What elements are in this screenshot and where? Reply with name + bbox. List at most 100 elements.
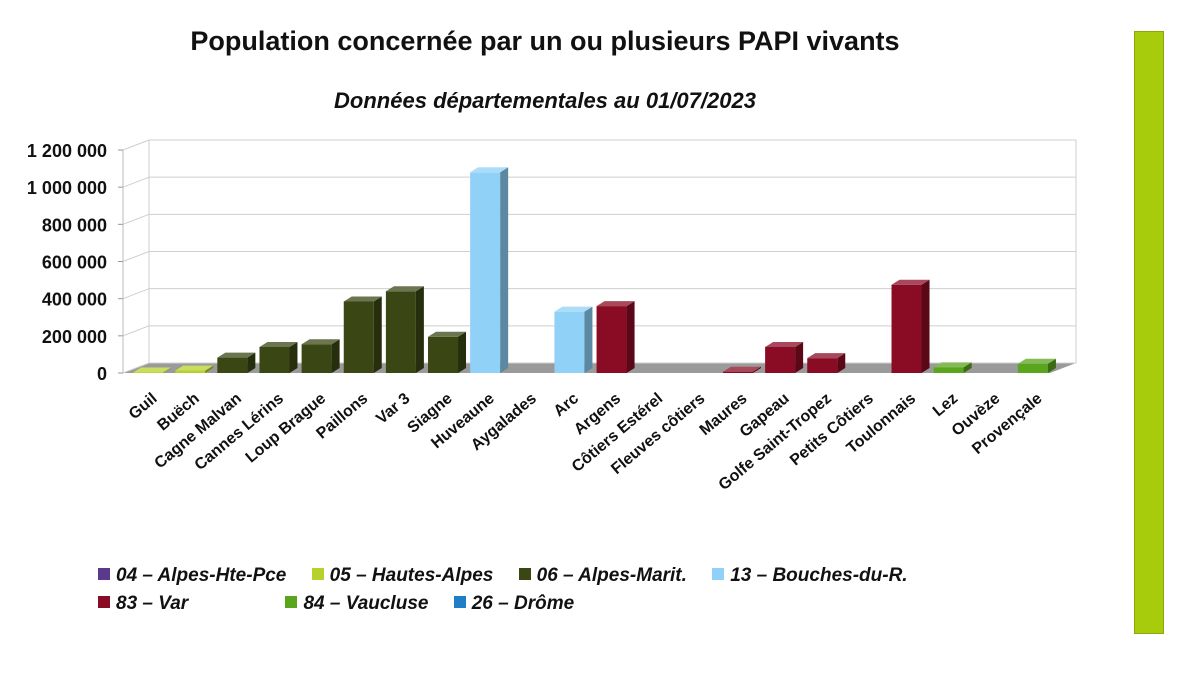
bar-top xyxy=(596,301,635,307)
bar-top xyxy=(807,353,846,359)
legend-label: 13 – Bouches-du-R. xyxy=(730,565,908,586)
bar-side xyxy=(584,306,593,373)
chart-subtitle: Données départementales au 01/07/2023 xyxy=(334,88,756,113)
gridline-depth xyxy=(122,325,150,337)
bar-front xyxy=(933,367,964,373)
bar-proven-ale xyxy=(1017,358,1056,373)
legend-item-26: 26 – Drôme xyxy=(453,593,575,615)
legend-swatch xyxy=(311,568,324,580)
x-tick-label: Guil xyxy=(126,390,161,423)
gridline-depth xyxy=(122,362,150,374)
decorative-accent-bar xyxy=(1134,31,1164,634)
legend-item-05: 05 – Hautes-Alpes xyxy=(311,565,494,587)
legend-label: 26 – Drôme xyxy=(471,593,575,614)
gridline-depth xyxy=(122,213,150,225)
bar-side xyxy=(163,367,172,373)
bar-front xyxy=(470,172,501,373)
y-tick-label: 400 000 xyxy=(42,290,107,310)
gridline-depth xyxy=(122,288,150,300)
bar-front xyxy=(175,370,206,373)
bar-top xyxy=(343,296,382,302)
bar-top xyxy=(259,341,298,347)
legend-item-04: 04 – Alpes-Hte-Pce xyxy=(98,565,286,587)
bar-golfe-saint-tropez xyxy=(807,353,846,373)
bar-top xyxy=(301,339,340,345)
legend-swatch xyxy=(98,596,110,608)
legend-item-06: 06 – Alpes-Marit. xyxy=(518,565,687,587)
bar-top xyxy=(133,367,172,373)
bar-side xyxy=(247,352,256,373)
legend-swatch xyxy=(712,568,725,580)
legend-label: 05 – Hautes-Alpes xyxy=(329,565,494,586)
bar-front xyxy=(259,346,290,373)
bar-front xyxy=(133,372,164,373)
x-tick-label: Lez xyxy=(930,390,961,420)
bar-gapeau xyxy=(765,341,804,373)
bar-var-3 xyxy=(385,286,424,373)
bar-front xyxy=(343,301,374,373)
bar-bu-ch xyxy=(175,365,214,373)
bar-front xyxy=(1017,363,1048,373)
bar-side xyxy=(626,301,635,373)
bar-side xyxy=(458,331,467,373)
legend-item-13: 13 – Bouches-du-R. xyxy=(712,565,908,587)
bar-side xyxy=(500,167,509,373)
bar-front xyxy=(596,306,627,373)
bar-argens xyxy=(596,301,635,373)
bar-top xyxy=(428,331,467,337)
bar-side xyxy=(963,362,972,373)
y-tick-label: 600 000 xyxy=(42,253,107,273)
bar-side xyxy=(795,341,804,373)
bar-top xyxy=(217,352,256,358)
bar-top xyxy=(891,279,930,285)
bars xyxy=(133,167,1056,373)
bar-top xyxy=(933,362,972,368)
bar-front xyxy=(301,344,332,373)
legend-row-2: 83 – Var 84 – Vaucluse 26 – Drôme xyxy=(98,593,1058,621)
bar-cagne-malvan xyxy=(217,352,256,373)
bar-maures xyxy=(722,366,761,373)
gridline-depth xyxy=(122,139,150,151)
bar-front xyxy=(807,358,838,373)
y-tick-label: 800 000 xyxy=(42,215,107,235)
legend-label: 84 – Vaucluse xyxy=(303,593,429,614)
bar-top xyxy=(554,306,593,312)
bar-top xyxy=(1017,358,1056,364)
bar-guil xyxy=(133,367,172,373)
legend-item-83: 83 – Var xyxy=(98,593,188,615)
legend-label: 04 – Alpes-Hte-Pce xyxy=(116,565,287,586)
bar-front xyxy=(765,346,796,373)
bar-side xyxy=(415,286,424,373)
legend-swatch xyxy=(453,596,466,608)
bar-top xyxy=(765,341,804,347)
chart-title: Population concernée par un ou plusieurs… xyxy=(190,26,900,56)
bar-side xyxy=(373,296,382,373)
bar-huveaune xyxy=(470,167,509,373)
legend-swatch xyxy=(518,568,531,580)
legend: 04 – Alpes-Hte-Pce 05 – Hautes-Alpes 06 … xyxy=(98,565,1058,621)
bar-side xyxy=(921,279,930,373)
bar-front xyxy=(385,291,416,373)
bar-arc xyxy=(554,306,593,373)
legend-row-1: 04 – Alpes-Hte-Pce 05 – Hautes-Alpes 06 … xyxy=(98,565,1058,593)
y-tick-label: 1 000 000 xyxy=(27,178,107,198)
bar-side xyxy=(837,353,846,373)
bar-front xyxy=(891,284,922,373)
y-axis-ticks: 0 200 000 400 000 600 000 800 000 1 000 000 1 … xyxy=(27,141,123,384)
x-tick-label: Arc xyxy=(551,390,582,420)
bar-loup-brague xyxy=(301,339,340,373)
bar-top xyxy=(385,286,424,292)
legend-swatch xyxy=(98,568,110,580)
bar-toulonnais xyxy=(891,279,930,373)
bar-side xyxy=(752,366,761,373)
bar-side xyxy=(289,341,298,373)
legend-swatch xyxy=(285,596,298,608)
bar-side xyxy=(1047,358,1056,373)
bar-top xyxy=(470,167,509,173)
legend-label: 06 – Alpes-Marit. xyxy=(536,565,687,586)
bar-top xyxy=(175,365,214,371)
bar-front xyxy=(554,311,585,373)
bar-cannes-l-rins xyxy=(259,341,298,373)
